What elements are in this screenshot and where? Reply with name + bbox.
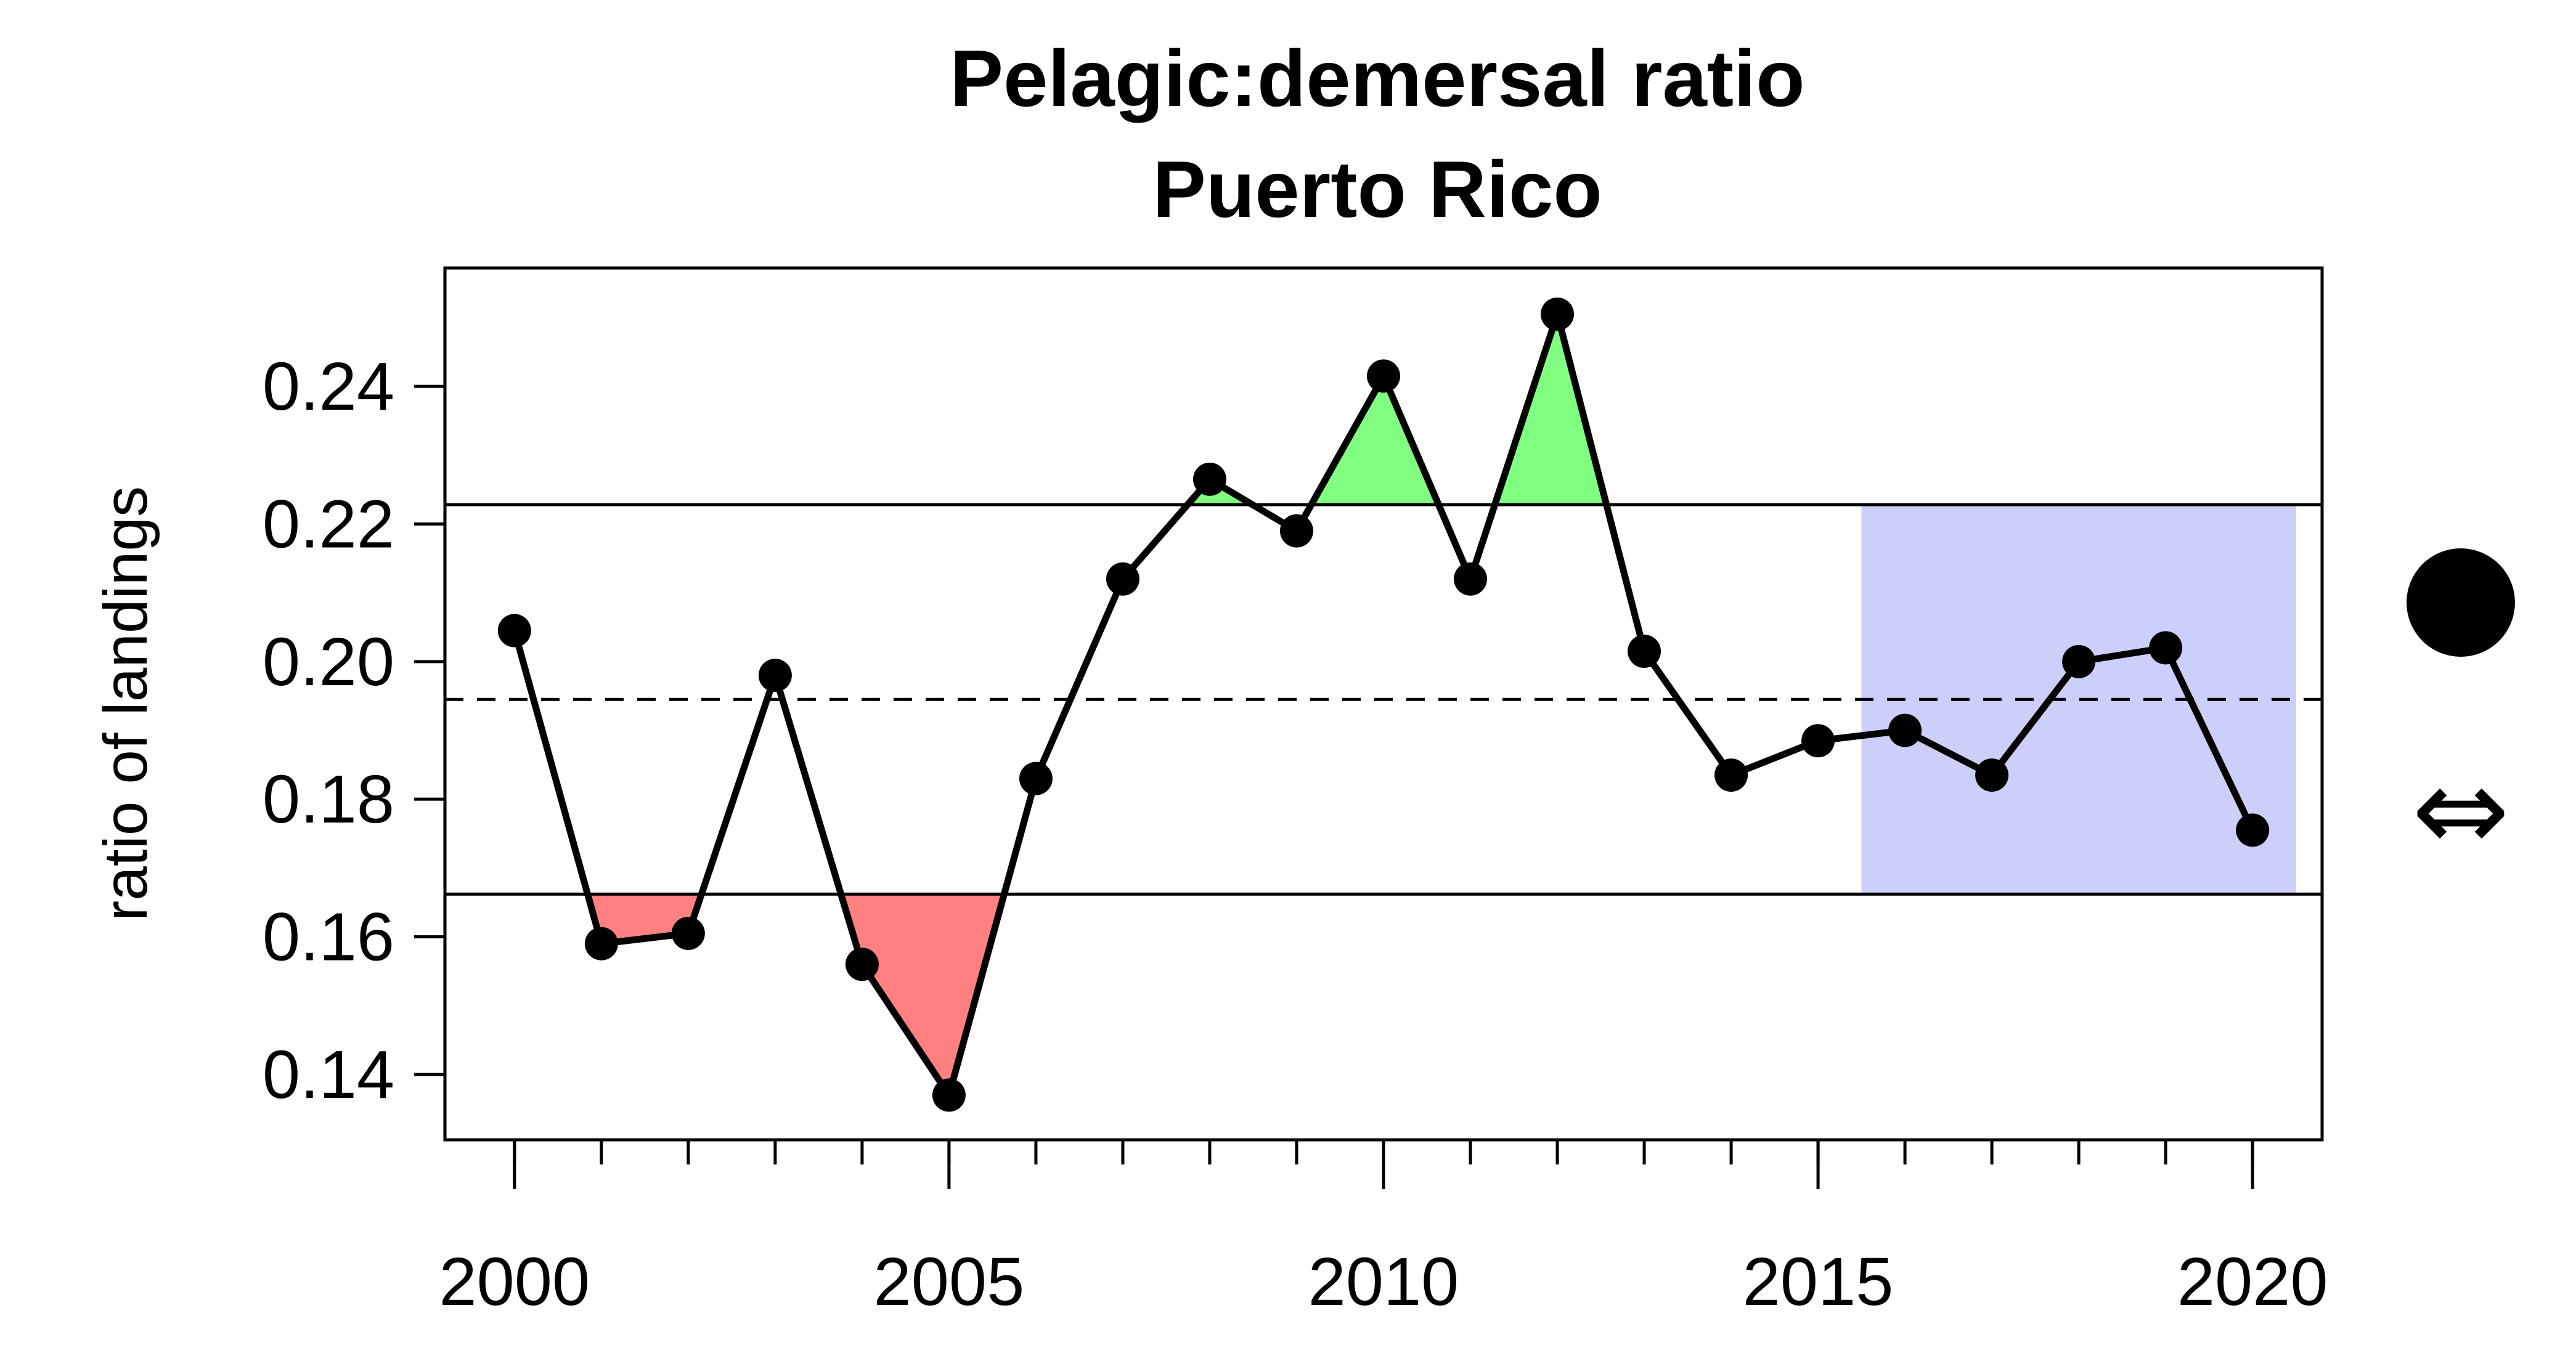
- data-point-2008: [1192, 462, 1226, 496]
- data-point-2009: [1279, 514, 1313, 548]
- data-point-2019: [2149, 631, 2183, 665]
- above-threshold-fill: [1494, 314, 1607, 505]
- y-tick-label: 0.20: [263, 624, 394, 700]
- y-tick-label: 0.16: [263, 900, 394, 975]
- data-point-2005: [932, 1078, 966, 1112]
- data-point-2014: [1714, 758, 1748, 792]
- data-point-2002: [671, 916, 705, 950]
- y-axis-label: ratio of landings: [91, 486, 160, 921]
- above-threshold-fill: [1311, 376, 1439, 505]
- x-tick-label: 2010: [1308, 1244, 1459, 1320]
- data-point-2007: [1106, 562, 1139, 596]
- data-point-2012: [1541, 297, 1575, 331]
- data-point-2013: [1628, 635, 1661, 668]
- y-tick-label: 0.14: [263, 1037, 394, 1113]
- series-points: [497, 297, 2270, 1112]
- data-point-2000: [497, 614, 531, 648]
- mean-status-indicator: [2407, 548, 2515, 657]
- y-axis: 0.14 0.16 0.18 0.20 0.22 0.24: [263, 349, 445, 1113]
- x-tick-label: 2020: [2177, 1244, 2328, 1320]
- x-tick-label: 2005: [874, 1244, 1025, 1320]
- data-point-2003: [758, 659, 792, 693]
- data-point-2010: [1367, 359, 1400, 393]
- reference-lines: [445, 503, 2322, 896]
- data-point-2016: [1888, 713, 1922, 747]
- anomaly-fills: [587, 314, 1607, 1095]
- y-tick-label: 0.24: [263, 349, 394, 425]
- data-point-2020: [2236, 813, 2270, 847]
- data-point-2017: [1975, 758, 2009, 792]
- chart-subtitle: Puerto Rico: [1152, 144, 1602, 234]
- y-tick-label: 0.18: [263, 762, 394, 837]
- chart-title: Pelagic:demersal ratio: [950, 33, 1804, 123]
- y-tick-label: 0.22: [263, 486, 394, 562]
- below-threshold-fill: [841, 894, 1005, 1095]
- data-point-2011: [1454, 562, 1488, 596]
- data-point-2004: [845, 948, 879, 981]
- data-point-2018: [2062, 644, 2096, 678]
- trend-indicator-icon: ⇔: [2411, 742, 2509, 878]
- x-tick-label: 2000: [439, 1244, 590, 1320]
- x-axis: 2000 2005 2010 2015 2020: [439, 1140, 2328, 1320]
- data-point-2006: [1019, 762, 1053, 795]
- x-tick-label: 2015: [1743, 1244, 1894, 1320]
- data-point-2001: [584, 927, 618, 961]
- data-point-2015: [1801, 724, 1835, 758]
